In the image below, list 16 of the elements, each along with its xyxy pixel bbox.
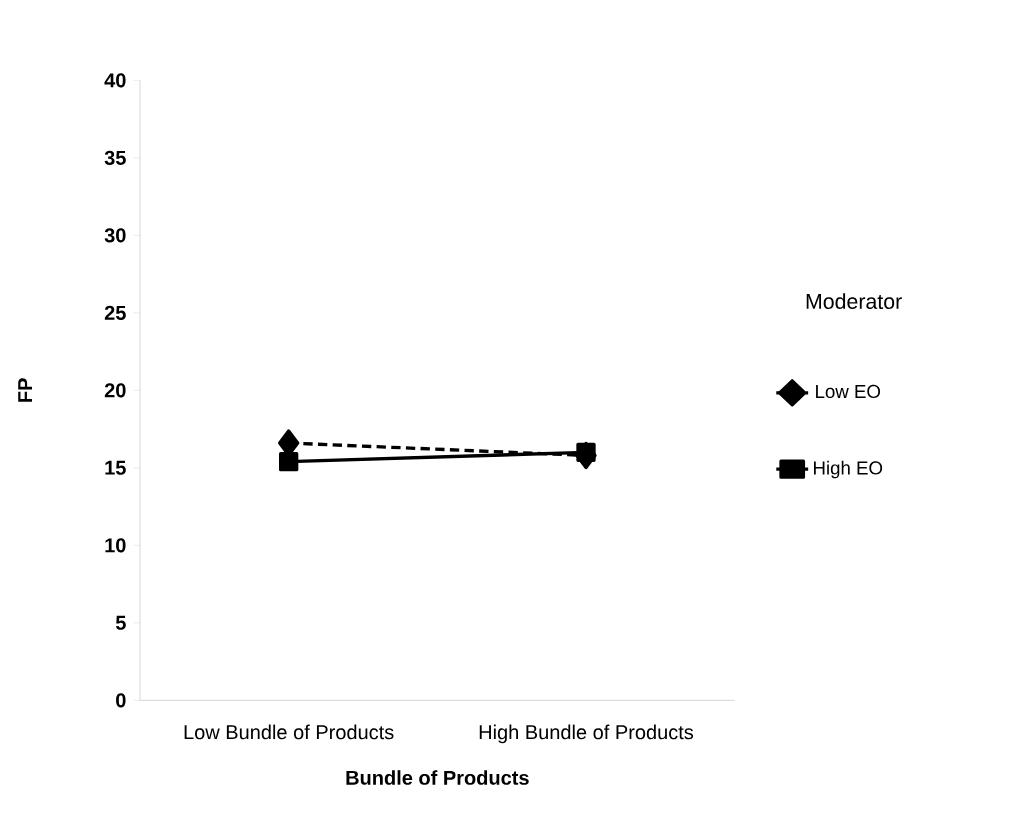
legend-label: High EO — [814, 460, 883, 479]
legend-title: Moderator — [806, 293, 902, 310]
x-tick-label: High Bundle of Products — [479, 724, 694, 744]
y-tick-label: 0 — [116, 693, 126, 708]
y-axis-title: FP — [18, 378, 32, 402]
y-tick-label: 35 — [104, 150, 126, 165]
y-tick-label: 10 — [105, 538, 126, 553]
legend-label: Low EO — [816, 384, 881, 399]
x-axis-title: Bundle of Products — [346, 770, 529, 785]
y-tick-label: 25 — [104, 305, 126, 320]
y-tick-label: 5 — [115, 615, 126, 630]
y-tick-label: 30 — [104, 228, 126, 243]
y-tick-label: 15 — [105, 460, 126, 475]
y-tick-label: 40 — [104, 73, 126, 88]
x-tick-label: Low Bundle of Products — [184, 724, 394, 740]
y-tick-label: 20 — [104, 383, 126, 398]
